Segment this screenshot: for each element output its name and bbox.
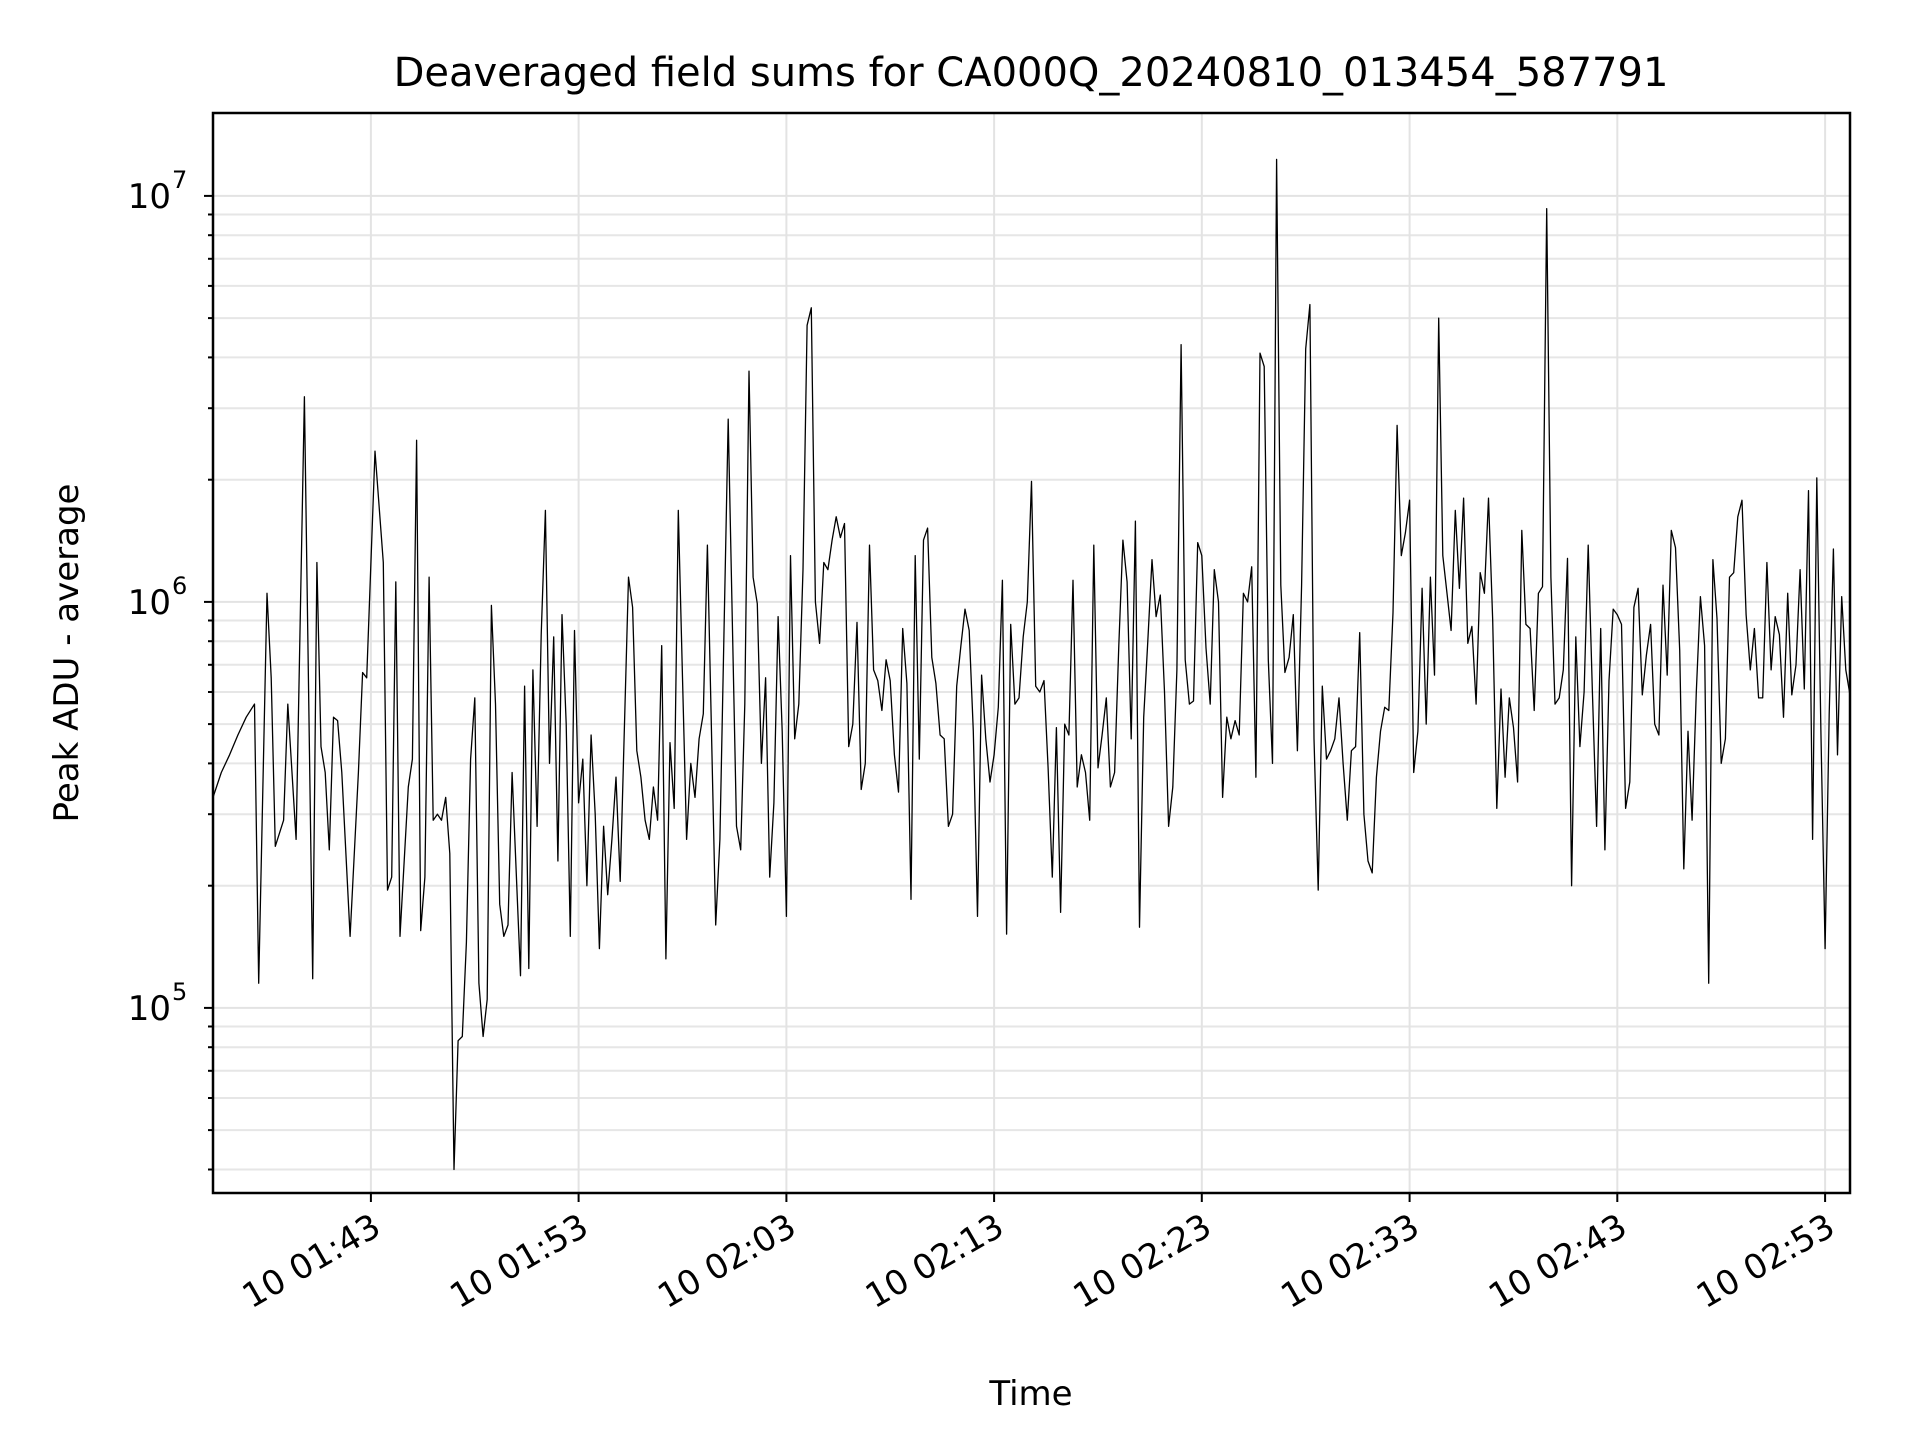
y-tick-label: 10 — [128, 583, 171, 623]
y-axis-label: Peak ADU - average — [47, 484, 87, 823]
chart-title: Deaveraged field sums for CA000Q_2024081… — [394, 50, 1669, 96]
series-line — [212, 158, 1851, 1171]
plot-frame — [211, 111, 1852, 1195]
y-tick-label-exponent: 5 — [172, 978, 187, 1006]
y-tick-label-exponent: 7 — [172, 166, 187, 194]
y-tick-label-exponent: 6 — [172, 572, 187, 600]
y-tick-label: 10 — [128, 177, 171, 217]
series-layer — [212, 158, 1851, 1171]
grid — [213, 113, 1850, 1193]
y-tick-label: 10 — [128, 989, 171, 1029]
x-axis-label: Time — [988, 1374, 1072, 1414]
